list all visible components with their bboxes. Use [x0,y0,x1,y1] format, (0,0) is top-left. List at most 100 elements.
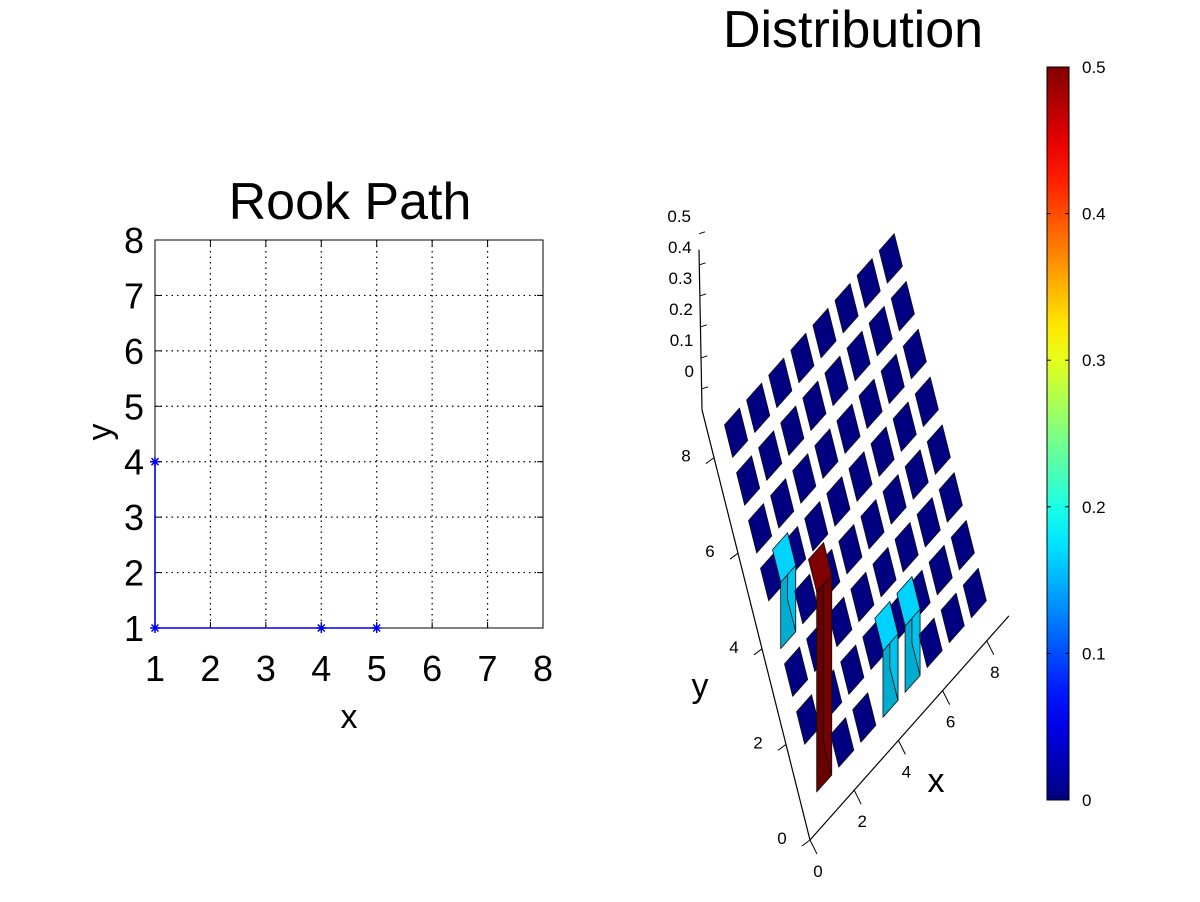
x-tick-mark [942,690,951,705]
x-tick-label: 6 [422,648,442,689]
distribution-bar [828,596,853,648]
z-tick-mark [699,262,706,266]
z-tick-label: 0.4 [668,238,692,257]
distribution-bar [780,405,805,456]
z-tick-mark [701,355,708,359]
distribution-x-label: x [928,762,945,800]
y-tick-label: 2 [124,553,144,594]
rook-path-axes-box [154,239,544,629]
distribution-bar [746,382,771,433]
y-tick-label: 4 [729,638,738,657]
distribution-bar [830,717,855,768]
colorbar-gradient [1046,66,1070,801]
distribution-bar [918,617,943,668]
distribution-bar [880,353,905,405]
path-point-marker [371,623,382,633]
distribution-title: Distribution [723,1,983,59]
z-tick-label: 0.1 [670,331,694,350]
distribution-bar [872,546,897,598]
colorbar-tick-label: 0.3 [1082,351,1106,370]
distribution-bar [794,573,819,625]
y-tick-mark [705,457,715,465]
distribution-bar [938,472,963,523]
y-tick-label: 2 [753,733,762,752]
colorbar-tick-label: 0.2 [1082,498,1106,517]
distribution-bar [892,401,917,452]
z-axis-line [698,249,703,410]
distribution-bar [790,332,815,384]
distribution-bar [860,499,885,550]
y-tick-mark [753,648,763,656]
x-tick-label: 3 [256,648,276,689]
distribution-bar [856,258,881,309]
x-axis-line [809,615,1010,841]
y-tick-label: 4 [124,442,144,483]
distribution-bar [894,522,919,573]
x-tick-mark [897,740,906,755]
x-tick-label: 8 [990,663,999,682]
y-tick-label: 3 [124,497,144,538]
x-tick-label: 2 [857,812,866,831]
y-tick-label: 7 [124,275,144,316]
distribution-bar [792,453,817,504]
distribution-bar [896,576,921,693]
colorbar-tick-label: 0.4 [1082,205,1106,224]
distribution-bar [772,532,797,650]
y-tick-label: 8 [124,220,144,261]
rook-path-grid [155,240,543,628]
distribution-y-label: y [692,667,709,705]
x-tick-label: 0 [813,862,822,881]
y-tick-label: 6 [705,542,714,561]
distribution-bar [814,428,839,479]
distribution-bar [914,376,939,427]
path-point-marker [150,623,160,633]
z-tick-mark [700,324,707,328]
distribution-bar [826,476,851,527]
z-tick-mark [700,293,707,297]
distribution-bar [882,474,907,525]
x-tick-label: 4 [311,648,331,689]
distribution-bar [916,497,941,548]
distribution-axes: 0 2 4 6 8 0 2 4 6 8 0 0.1 0.2 0.3 0.4 0.5 [667,207,1010,881]
y-tick-mark [801,839,811,847]
distribution-bar [878,233,903,284]
x-tick-mark [853,789,862,805]
distribution-bar [824,355,849,407]
y-tick-mark [729,552,739,560]
distribution-bar [796,694,821,745]
y-tick-label: 8 [681,447,690,466]
x-tick-label: 6 [946,713,955,732]
distribution-bar [962,567,987,619]
distribution-bar [840,644,865,695]
distribution-bar [804,501,829,552]
colorbar-tick-label: 0.1 [1082,644,1106,663]
distribution-bars [724,233,987,793]
distribution-bar [850,571,875,623]
z-tick-mark [698,231,706,235]
z-tick-label: 0 [685,362,694,381]
x-tick-label: 8 [533,648,553,689]
distribution-bar [852,692,877,743]
distribution-bar [838,524,863,575]
distribution-bar [802,380,827,431]
distribution-bar [928,544,953,596]
distribution-bar [758,430,783,481]
rook-path-x-label: x [341,698,358,736]
distribution-bar [724,407,749,458]
distribution-bar [848,451,873,502]
distribution-bar [768,357,793,409]
rook-path-title: Rook Path [229,173,472,231]
z-tick-label: 0.3 [669,269,693,288]
y-tick-label: 6 [124,331,144,372]
distribution-bar [808,542,833,793]
distribution-bar [950,520,975,571]
path-point-marker [150,456,160,467]
distribution-bar [784,646,809,697]
y-tick-label: 5 [124,386,144,427]
distribution-bar [890,281,915,332]
rook-path-y-label: y [81,424,119,441]
z-tick-mark [701,386,709,390]
x-tick-label: 4 [902,762,911,781]
